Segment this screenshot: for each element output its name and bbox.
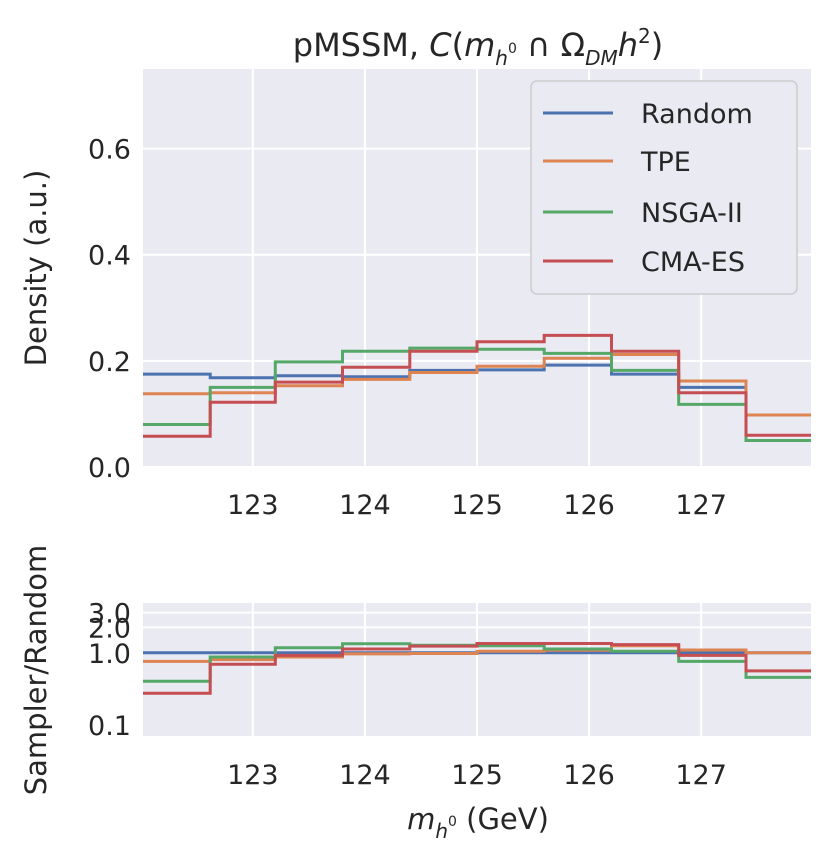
density-y-tick-label: 0.4 (88, 241, 131, 272)
density-x-tick-label: 124 (339, 490, 391, 521)
ratio-panel: 123 124 125 126 127 3.02.01.0 0.1 Sampler/Ran… (19, 545, 811, 796)
ratio-x-ticks: 123 124 125 126 127 (227, 760, 727, 791)
density-y-tick-label: 0.2 (88, 347, 131, 378)
legend-label-tpe: TPE (640, 147, 691, 178)
ratio-x-tick-label: 123 (227, 760, 279, 791)
ratio-y-ticks: 3.02.01.0 0.1 (88, 599, 131, 742)
ratio-y-tick-label: 0.1 (88, 711, 131, 742)
ratio-x-tick-label: 124 (339, 760, 391, 791)
density-y-label: Density (a.u.) (19, 170, 53, 367)
legend: Random TPE NSGA-II CMA-ES (530, 80, 798, 295)
density-x-tick-label: 123 (227, 490, 279, 521)
density-y-ticks: 0.0 0.2 0.4 0.6 (88, 135, 131, 484)
density-y-tick-label: 0.6 (88, 135, 131, 166)
ratio-series (143, 642, 811, 695)
ratio-series-cma-es (143, 642, 811, 695)
density-x-ticks: 123 124 125 126 127 (227, 490, 727, 521)
legend-box (530, 80, 798, 295)
ratio-y-label: Sampler/Random (19, 545, 53, 796)
chart-title: pMSSM, C(mh0 ∩ ΩDMh2) (293, 24, 663, 70)
ratio-y-tick-label: 2.0 (88, 613, 131, 644)
ratio-x-tick-label: 125 (451, 760, 503, 791)
density-series (143, 333, 811, 442)
ratio-x-tick-label: 127 (675, 760, 727, 791)
density-series-cma-es (143, 333, 811, 438)
density-x-tick-label: 127 (675, 490, 727, 521)
legend-label-random: Random (641, 99, 753, 130)
legend-label-cma-es: CMA-ES (641, 247, 745, 278)
density-panel: 123 124 125 126 127 0.0 0.2 0.4 0.6 Density (a.… (19, 69, 811, 521)
legend-label-nsga-ii: NSGA-II (641, 198, 743, 229)
ratio-y-tick-label: 1.0 (88, 639, 131, 670)
x-axis-label: mh0 (GeV) (407, 802, 549, 843)
ratio-y-tick-label: 3.0 (88, 599, 131, 630)
ratio-x-tick-label: 126 (563, 760, 615, 791)
density-x-tick-label: 125 (451, 490, 503, 521)
density-y-tick-label: 0.0 (88, 453, 131, 484)
density-x-tick-label: 126 (563, 490, 615, 521)
